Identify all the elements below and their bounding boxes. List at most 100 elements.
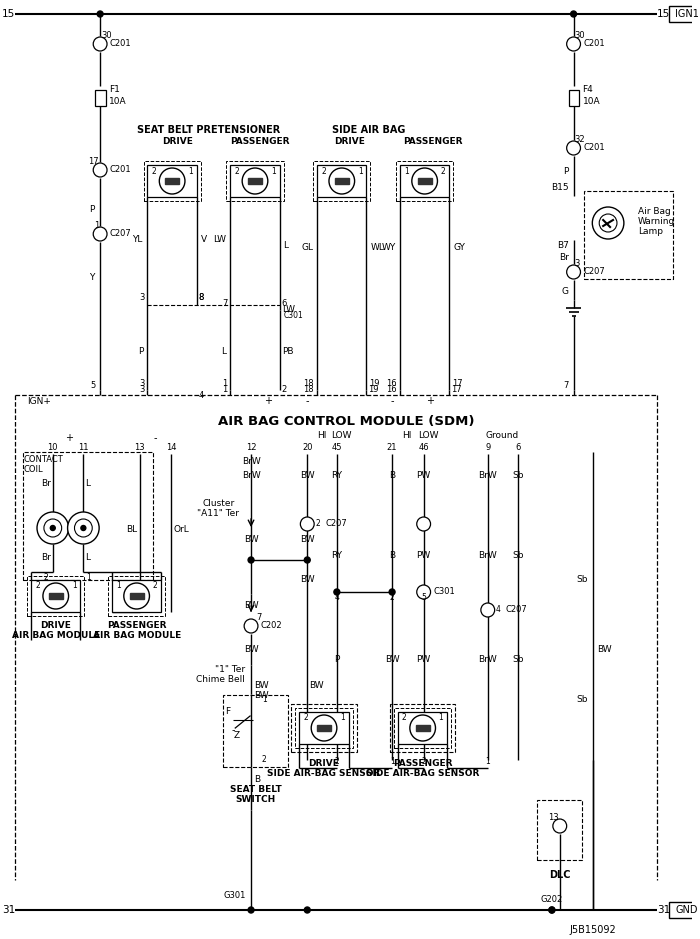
Text: PW: PW [416, 655, 430, 665]
Text: BrW: BrW [478, 471, 497, 481]
Text: 2: 2 [303, 714, 308, 722]
Text: 3: 3 [139, 294, 144, 302]
Text: 2: 2 [151, 166, 156, 176]
Circle shape [74, 519, 92, 537]
Text: Br: Br [41, 480, 51, 488]
Text: 15: 15 [2, 9, 15, 19]
Bar [398, 712, 447, 744]
Text: PW: PW [416, 550, 430, 560]
Circle shape [570, 11, 577, 17]
Text: 7: 7 [564, 381, 568, 391]
Text: LOW: LOW [332, 432, 352, 440]
Circle shape [248, 557, 254, 563]
Text: 18: 18 [304, 386, 314, 394]
Circle shape [37, 512, 69, 544]
Bar [108, 576, 165, 616]
Circle shape [329, 168, 355, 194]
Bar [112, 580, 161, 612]
Text: AIR BAG CONTROL MODULE (SDM): AIR BAG CONTROL MODULE (SDM) [218, 415, 475, 428]
Text: BW: BW [254, 690, 269, 700]
Text: 1: 1 [404, 166, 409, 176]
Text: 16: 16 [386, 386, 397, 394]
Text: B: B [254, 776, 260, 784]
Text: Br: Br [41, 553, 51, 562]
Text: RY: RY [331, 471, 342, 481]
Text: 16: 16 [386, 379, 397, 389]
Circle shape [50, 526, 55, 531]
Text: 19: 19 [368, 386, 379, 394]
Text: SEAT BELT: SEAT BELT [230, 786, 282, 794]
Circle shape [300, 517, 314, 531]
Text: P: P [564, 167, 568, 177]
Bar [248, 178, 262, 184]
Text: COIL: COIL [23, 465, 43, 473]
Text: BW: BW [300, 471, 314, 481]
Text: SWITCH: SWITCH [236, 795, 276, 805]
Text: BrW: BrW [478, 655, 497, 665]
Text: -: - [305, 396, 309, 406]
Bar [23, 452, 153, 580]
Circle shape [412, 168, 438, 194]
Bar [313, 161, 370, 201]
Text: C207: C207 [325, 519, 346, 529]
Text: 2: 2 [281, 386, 287, 394]
Text: 2: 2 [440, 166, 445, 176]
Text: -: - [391, 396, 394, 406]
Text: 4: 4 [335, 593, 339, 603]
Text: RY: RY [331, 550, 342, 560]
Text: LOW: LOW [419, 432, 439, 440]
Circle shape [81, 526, 86, 531]
Text: 10A: 10A [109, 97, 127, 105]
Text: 17: 17 [88, 158, 99, 166]
Circle shape [44, 519, 62, 537]
Text: C201: C201 [583, 144, 605, 152]
Circle shape [567, 141, 580, 155]
Bar [148, 165, 197, 197]
Text: 8: 8 [199, 294, 204, 302]
Text: C202: C202 [261, 622, 283, 630]
Bar [165, 178, 179, 184]
Text: 2: 2 [321, 166, 326, 176]
Text: -: - [232, 725, 235, 735]
Text: 4: 4 [496, 606, 500, 614]
Text: 1: 1 [116, 581, 120, 591]
Circle shape [334, 589, 340, 595]
Text: SEAT BELT PRETENSIONER: SEAT BELT PRETENSIONER [137, 125, 280, 135]
Text: LW: LW [214, 236, 226, 244]
Text: 2: 2 [315, 519, 320, 529]
Text: B15: B15 [551, 183, 568, 192]
Text: 1: 1 [439, 714, 443, 722]
Text: +: + [264, 396, 272, 406]
Text: F4: F4 [582, 85, 593, 95]
Text: 2: 2 [35, 581, 40, 591]
Text: 19: 19 [370, 379, 380, 389]
Circle shape [567, 265, 580, 279]
Bar [416, 725, 430, 731]
Text: SIDE AIR-BAG SENSOR: SIDE AIR-BAG SENSOR [267, 768, 381, 777]
Text: BW: BW [244, 645, 258, 654]
Bar [130, 593, 144, 599]
Text: 12: 12 [246, 443, 256, 453]
Circle shape [410, 715, 435, 741]
Text: DRIVE: DRIVE [309, 759, 340, 767]
Text: 18: 18 [304, 379, 314, 389]
Text: 2: 2 [335, 758, 339, 766]
Bar [291, 704, 356, 752]
Text: 2: 2 [390, 593, 395, 603]
Text: BW: BW [300, 535, 314, 545]
Text: IGN+: IGN+ [27, 396, 51, 406]
Text: C301: C301 [284, 311, 303, 319]
Circle shape [43, 583, 69, 609]
Bar [418, 178, 431, 184]
Text: B7: B7 [556, 241, 568, 251]
Bar [396, 161, 453, 201]
Text: 1: 1 [262, 696, 267, 704]
Text: 3: 3 [575, 259, 580, 269]
Bar [394, 708, 452, 748]
Text: PASSENGER: PASSENGER [393, 759, 452, 767]
Text: Air Bag: Air Bag [638, 208, 671, 217]
Text: HI: HI [402, 432, 412, 440]
Text: GL: GL [301, 243, 313, 253]
Text: F: F [225, 707, 230, 716]
Text: B: B [389, 471, 396, 481]
